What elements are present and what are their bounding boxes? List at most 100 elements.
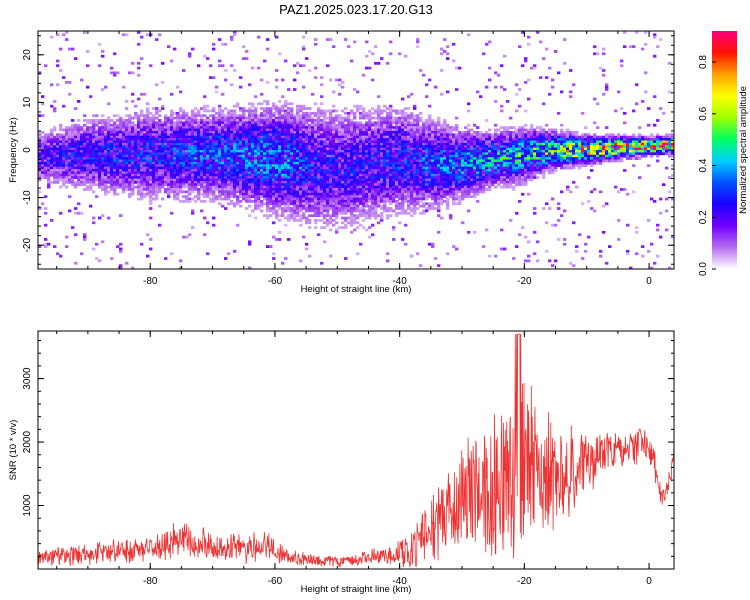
heatmap-cell — [260, 142, 264, 146]
heatmap-cell — [89, 130, 93, 134]
heatmap-cell — [143, 161, 147, 165]
heatmap-cell — [71, 130, 75, 134]
heatmap-cell — [107, 180, 111, 184]
heatmap-cell — [323, 169, 327, 172]
heatmap-cell — [281, 199, 285, 203]
heatmap-cell — [233, 142, 237, 146]
heatmap-cell — [281, 123, 285, 127]
heatmap-cell — [344, 199, 348, 203]
heatmap-cell — [350, 150, 354, 153]
heatmap-cell — [98, 176, 102, 179]
heatmap-cell — [218, 183, 222, 187]
heatmap-cell — [314, 166, 318, 170]
heatmap-cell — [341, 195, 345, 198]
heatmap-cell — [212, 142, 216, 146]
heatmap-cell — [293, 173, 297, 177]
heatmap-cell — [221, 128, 225, 132]
heatmap-cell — [260, 199, 264, 203]
heatmap-cell — [116, 164, 120, 168]
heatmap-cell — [380, 176, 384, 179]
heatmap-cell — [200, 147, 204, 151]
heatmap-cell — [254, 204, 258, 208]
heatmap-cell — [272, 119, 276, 122]
heatmap-cell — [278, 164, 282, 168]
heatmap-cell — [407, 140, 411, 144]
heatmap-cell — [221, 135, 225, 139]
heatmap-cell — [338, 116, 342, 120]
heatmap-cell — [332, 152, 336, 156]
heatmap-cell — [368, 66, 372, 70]
heatmap-cell — [248, 111, 252, 115]
heatmap-cell — [77, 171, 81, 175]
heatmap-cell — [293, 126, 297, 129]
heatmap-cell — [326, 204, 330, 208]
heatmap-cell — [371, 159, 375, 163]
heatmap-cell — [239, 166, 243, 170]
heatmap-cell — [281, 107, 285, 110]
heatmap-cell — [344, 190, 348, 194]
heatmap-cell — [359, 183, 363, 187]
heatmap-cell — [347, 142, 351, 146]
heatmap-cell — [302, 159, 306, 163]
heatmap-cell — [287, 128, 291, 132]
heatmap-cell — [401, 195, 405, 198]
heatmap-cell — [347, 190, 351, 194]
heatmap-cell — [398, 119, 402, 122]
heatmap-cell — [350, 109, 354, 113]
heatmap-cell — [389, 176, 393, 179]
heatmap-cell — [185, 145, 189, 149]
heatmap-cell — [251, 126, 255, 129]
heatmap-cell — [362, 126, 366, 129]
heatmap-cell — [233, 154, 237, 158]
heatmap-cell — [362, 109, 366, 113]
heatmap-cell — [80, 135, 84, 139]
heatmap-cell — [161, 107, 165, 110]
heatmap-cell — [41, 135, 45, 139]
heatmap-cell — [371, 202, 375, 206]
heatmap-cell — [344, 142, 348, 146]
heatmap-cell — [203, 183, 207, 187]
heatmap-cell — [89, 171, 93, 175]
heatmap-cell — [287, 102, 291, 106]
heatmap-cell — [116, 192, 120, 196]
heatmap-cell — [137, 161, 141, 165]
heatmap-cell — [260, 145, 264, 149]
heatmap-cell — [278, 188, 282, 191]
heatmap-cell — [392, 228, 396, 232]
heatmap-cell — [182, 126, 186, 129]
heatmap-cell — [272, 197, 276, 201]
heatmap-cell — [146, 133, 150, 137]
heatmap-cell — [191, 178, 195, 182]
heatmap-cell — [362, 202, 366, 206]
heatmap-cell — [116, 145, 120, 149]
heatmap-cell — [317, 135, 321, 139]
heatmap-cell — [269, 150, 273, 153]
heatmap-cell — [272, 171, 276, 175]
heatmap-cell — [194, 161, 198, 165]
heatmap-cell — [119, 166, 123, 170]
heatmap-cell — [200, 180, 204, 184]
heatmap-cell — [407, 159, 411, 163]
heatmap-cell — [311, 138, 315, 141]
heatmap-cell — [59, 157, 63, 160]
heatmap-cell — [236, 140, 240, 144]
heatmap-cell — [362, 152, 366, 156]
heatmap-cell — [128, 171, 132, 175]
heatmap-cell — [263, 100, 267, 103]
heatmap-cell — [308, 254, 312, 258]
heatmap-cell — [266, 180, 270, 184]
heatmap-cell — [263, 164, 267, 168]
heatmap-cell — [275, 135, 279, 139]
heatmap-cell — [254, 121, 258, 125]
heatmap-cell — [362, 145, 366, 149]
heatmap-cell — [50, 135, 54, 139]
heatmap-cell — [320, 214, 324, 218]
heatmap-cell — [374, 169, 378, 172]
heatmap-cell — [185, 197, 189, 201]
heatmap-cell — [251, 154, 255, 158]
heatmap-cell — [317, 161, 321, 165]
heatmap-cell — [311, 183, 315, 187]
heatmap-cell — [71, 123, 75, 127]
heatmap-cell — [185, 169, 189, 172]
heatmap-cell — [149, 247, 153, 251]
